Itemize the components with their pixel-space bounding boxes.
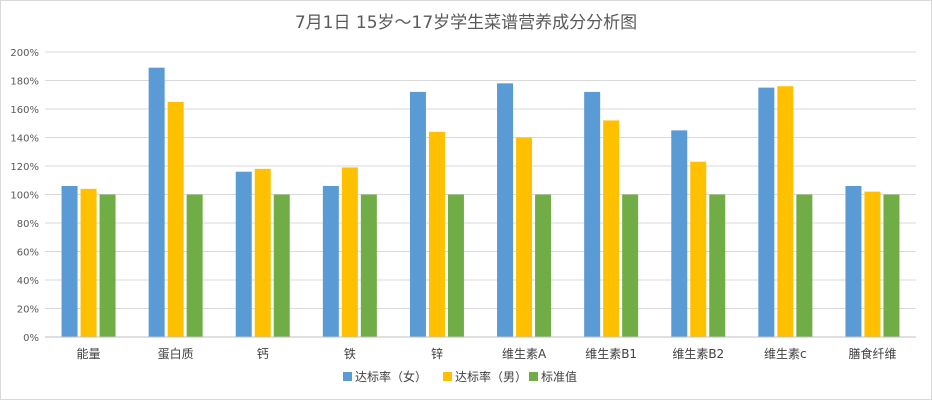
- bar-1-4: [322, 185, 339, 337]
- y-tick-label: 20%: [17, 305, 39, 316]
- y-tick-label: 160%: [10, 105, 39, 116]
- bar-3-2: [186, 194, 203, 337]
- x-category-label: 维生素B1: [585, 347, 637, 361]
- bar-3-5: [447, 194, 464, 337]
- bar-3-4: [360, 194, 377, 337]
- legend-swatch: [443, 372, 452, 381]
- bars: [61, 67, 900, 338]
- bar-1-3: [235, 171, 252, 337]
- x-category-label: 能量: [77, 347, 101, 361]
- bar-2-10: [864, 191, 881, 337]
- bar-3-9: [796, 194, 813, 337]
- x-category-label: 维生素c: [764, 347, 807, 361]
- bar-1-1: [61, 185, 78, 337]
- bar-1-7: [584, 91, 601, 338]
- bar-1-9: [758, 87, 775, 337]
- x-category-label: 维生素B2: [672, 347, 724, 361]
- bar-2-4: [341, 167, 358, 337]
- bar-2-7: [603, 120, 620, 338]
- bar-2-8: [690, 161, 707, 337]
- bar-2-1: [80, 188, 97, 337]
- bar-3-3: [273, 194, 290, 337]
- y-tick-label: 80%: [17, 219, 39, 230]
- y-tick-label: 200%: [10, 48, 39, 59]
- bar-3-7: [622, 194, 639, 337]
- bar-1-10: [845, 185, 862, 337]
- bar-1-8: [671, 130, 688, 337]
- legend-label: 达标率（女）: [355, 369, 427, 384]
- y-tick-label: 180%: [10, 77, 39, 88]
- legend-swatch: [529, 372, 538, 381]
- legend-label: 达标率（男）: [455, 369, 527, 384]
- bar-3-10: [883, 194, 900, 337]
- legend-label: 标准值: [541, 369, 577, 384]
- bar-2-3: [254, 168, 271, 337]
- bar-2-9: [777, 86, 794, 337]
- legend-swatch: [343, 372, 352, 381]
- x-category-label: 蛋白质: [158, 346, 194, 361]
- x-category-label: 锌: [431, 347, 443, 361]
- y-axis-ticks: 0% 20% 40% 60% 80% 100% 120% 140% 160% 180% 200%: [10, 48, 39, 344]
- bar-1-6: [497, 83, 514, 337]
- y-tick-label: 120%: [10, 162, 39, 173]
- bar-1-2: [148, 67, 165, 338]
- bar-2-6: [516, 137, 533, 337]
- y-tick-label: 0%: [23, 333, 39, 344]
- x-category-label: 维生素A: [502, 347, 547, 361]
- bar-3-8: [709, 194, 726, 337]
- bar-1-5: [409, 91, 426, 338]
- chart-title: 7月1日 15岁～17岁学生菜谱营养成分分析图: [295, 13, 637, 33]
- y-tick-label: 40%: [17, 276, 39, 287]
- bar-3-1: [99, 194, 116, 337]
- y-tick-label: 140%: [10, 134, 39, 145]
- bar-3-6: [535, 194, 552, 337]
- y-tick-label: 100%: [10, 191, 39, 202]
- legend: 达标率（女） 达标率（男） 标准值: [343, 369, 577, 384]
- bar-2-2: [167, 101, 184, 337]
- x-category-label: 钙: [257, 347, 269, 361]
- x-category-label: 膳食纤维: [848, 346, 896, 361]
- y-tick-label: 60%: [17, 248, 39, 259]
- x-category-label: 铁: [344, 347, 356, 361]
- x-axis-labels: 能量 蛋白质 钙 铁 锌 维生素A 维生素B1 维生素B2 维生素c 膳食纤维: [77, 346, 897, 361]
- bar-2-5: [428, 131, 445, 337]
